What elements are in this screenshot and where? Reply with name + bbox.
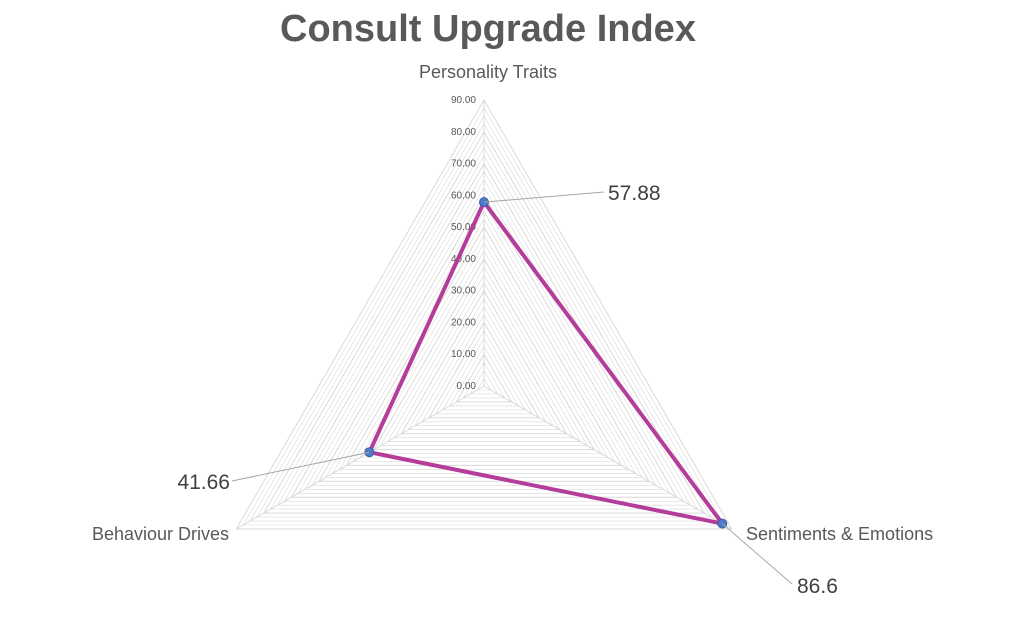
data-label: 41.66 bbox=[177, 471, 230, 494]
grid-ring bbox=[400, 289, 568, 435]
leader-line bbox=[231, 451, 370, 482]
grid-ring bbox=[407, 298, 561, 431]
grid-ring bbox=[428, 321, 540, 419]
grid-ring bbox=[338, 218, 630, 470]
grid-ring bbox=[462, 361, 506, 399]
grid-ring bbox=[304, 178, 664, 490]
series-line bbox=[367, 200, 725, 526]
axis-spoke bbox=[483, 385, 732, 530]
leader-line bbox=[483, 191, 605, 203]
grid-ring bbox=[359, 242, 609, 458]
grid-ring bbox=[476, 377, 492, 391]
tick-label: 40.00 bbox=[451, 254, 476, 265]
grid-ring bbox=[442, 337, 526, 411]
grid-ring bbox=[380, 266, 588, 446]
grid-ring bbox=[414, 306, 554, 427]
grid-ring bbox=[311, 186, 657, 486]
grid-ring bbox=[242, 107, 726, 526]
grid-ring bbox=[256, 123, 712, 518]
grid-ring bbox=[421, 313, 547, 423]
grid-ring bbox=[270, 139, 698, 510]
axis-label: Behaviour Drives bbox=[92, 524, 229, 544]
tick-label: 60.00 bbox=[451, 190, 476, 201]
tick-label: 10.00 bbox=[451, 349, 476, 360]
tick-label: 70.00 bbox=[451, 159, 476, 170]
tick-label: 0.00 bbox=[457, 381, 477, 392]
grid-ring bbox=[449, 345, 519, 407]
tick-label: 20.00 bbox=[451, 317, 476, 328]
axis-labels: Personality Traits Sentiments & Emotions B… bbox=[92, 62, 933, 544]
data-label: 57.88 bbox=[608, 182, 661, 205]
grid-ring bbox=[249, 115, 719, 522]
data-label: 86.6 bbox=[797, 575, 838, 598]
grid-ring bbox=[387, 274, 581, 442]
grid-ring bbox=[262, 130, 706, 514]
grid-ring bbox=[373, 257, 595, 451]
tick-label: 90.00 bbox=[451, 95, 476, 106]
leader-line bbox=[721, 523, 793, 585]
axis-spoke bbox=[236, 385, 485, 530]
tick-label: 80.00 bbox=[451, 127, 476, 138]
chart-title: Consult Upgrade Index bbox=[280, 8, 696, 50]
axis-label: Sentiments & Emotions bbox=[746, 524, 933, 544]
grid-ring bbox=[345, 226, 623, 466]
grid-ring bbox=[297, 170, 671, 494]
grid-ring bbox=[366, 250, 602, 454]
grid-ring bbox=[469, 369, 499, 395]
axis-spokes bbox=[236, 100, 732, 530]
grid-ring bbox=[235, 99, 733, 530]
grid-ring bbox=[283, 154, 685, 502]
grid-ring bbox=[455, 353, 513, 403]
grid-ring bbox=[277, 147, 691, 506]
tick-labels: 0.00 10.00 20.00 30.00 40.00 50.00 60.00 70.00 8… bbox=[451, 95, 476, 392]
grid-ring bbox=[318, 194, 650, 482]
axis-label: Personality Traits bbox=[419, 62, 557, 82]
tick-label: 50.00 bbox=[451, 222, 476, 233]
grid-ring bbox=[394, 282, 574, 438]
grid-ring bbox=[435, 329, 533, 415]
data-labels: 57.88 86.6 41.66 bbox=[177, 182, 837, 598]
tick-label: 30.00 bbox=[451, 286, 476, 297]
